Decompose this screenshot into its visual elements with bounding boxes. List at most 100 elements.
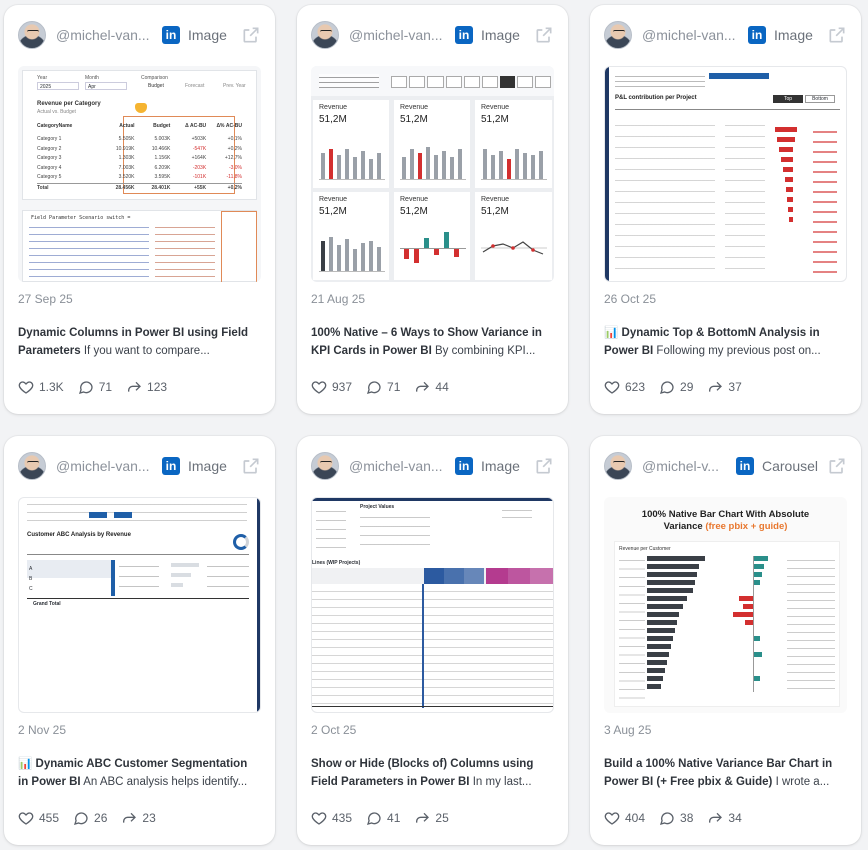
author-handle[interactable]: @michel-van...: [56, 27, 150, 43]
thumb-option-prevyear: Prev. Year: [223, 83, 246, 89]
author-handle[interactable]: @michel-van...: [349, 458, 443, 474]
thumb-r3c0: Category 4: [37, 164, 62, 171]
post-description[interactable]: 📊 Dynamic Top & BottomN Analysis in Powe…: [604, 324, 836, 360]
thumb-r0c1: 5.505K: [118, 136, 135, 142]
thumb-r0c0: Category 1: [37, 136, 62, 142]
like-icon[interactable]: [18, 379, 34, 395]
thumb-year-label: Year: [37, 75, 48, 81]
post-type-label: Image: [188, 27, 227, 43]
post-excerpt: If you want to compare...: [83, 345, 210, 357]
like-icon[interactable]: [18, 810, 34, 826]
thumb-r1c0: Category 2: [37, 145, 62, 152]
linkedin-icon: in: [748, 26, 766, 44]
post-type-label: Image: [481, 27, 520, 43]
post-thumbnail[interactable]: P&L contribution per Project Top Bottom: [604, 66, 847, 282]
top-toggle[interactable]: Top: [773, 95, 803, 103]
thumb-total-1: 28.456K: [115, 184, 135, 191]
post-description[interactable]: 📊 Dynamic ABC Customer Segmentation in P…: [18, 755, 250, 791]
thumb-month-label: Month: [85, 75, 99, 81]
post-card[interactable]: @michel-van... in Image P&L contribution…: [590, 5, 861, 414]
author-handle[interactable]: @michel-van...: [642, 27, 736, 43]
post-title: 100% Native – 6 Ways to Show Variance in…: [311, 327, 542, 357]
share-icon[interactable]: [707, 379, 723, 395]
external-link-icon[interactable]: [827, 456, 847, 476]
post-title: 📊 Dynamic ABC Customer Segmentation in P…: [18, 758, 248, 788]
post-description[interactable]: Build a 100% Native Variance Bar Chart i…: [604, 755, 836, 791]
post-card[interactable]: @michel-van... in Image Customer ABC Ana…: [4, 436, 275, 845]
avatar[interactable]: [18, 21, 46, 49]
likes-count: 455: [39, 811, 60, 825]
post-title: Dynamic Columns in Power BI using Field …: [18, 327, 249, 357]
external-link-icon[interactable]: [827, 25, 847, 45]
post-thumbnail[interactable]: 100% Native Bar Chart With Absolute Vari…: [604, 497, 847, 713]
thumb-r2c4: +12,7%: [224, 155, 242, 161]
share-icon[interactable]: [126, 379, 142, 395]
post-description[interactable]: 100% Native – 6 Ways to Show Variance in…: [311, 324, 543, 360]
thumb-option-budget: Budget: [148, 83, 164, 89]
share-icon[interactable]: [121, 810, 137, 826]
post-thumbnail[interactable]: Project Values Lines (WIP Projects): [311, 497, 554, 713]
comment-icon[interactable]: [659, 379, 675, 395]
abc-grand-total: Grand Total: [33, 601, 61, 607]
post-description[interactable]: Dynamic Columns in Power BI using Field …: [18, 324, 250, 360]
thumb-r4c3: -101K: [192, 174, 207, 180]
post-stats: 455 26 23: [18, 810, 170, 826]
external-link-icon[interactable]: [241, 25, 261, 45]
thumb-r2c0: Category 3: [37, 155, 62, 161]
bottom-toggle[interactable]: Bottom: [805, 95, 835, 103]
kpi-label: Revenue: [400, 104, 429, 111]
comment-icon[interactable]: [366, 810, 382, 826]
avatar[interactable]: [311, 452, 339, 480]
post-thumbnail[interactable]: Customer ABC Analysis by Revenue A B C G…: [18, 497, 261, 713]
comments-count: 26: [94, 811, 108, 825]
external-link-icon[interactable]: [241, 456, 261, 476]
post-thumbnail[interactable]: Year Month Comparison 2025 Apr Budget Fo…: [18, 66, 261, 282]
post-card[interactable]: @michel-v... in Carousel 100% Native Bar…: [590, 436, 861, 845]
shares-count: 23: [142, 811, 156, 825]
comment-icon[interactable]: [73, 810, 89, 826]
thumb-total-2: 28.401K: [151, 184, 171, 191]
likes-count: 623: [625, 380, 646, 394]
linkedin-icon: in: [736, 457, 754, 475]
comment-icon[interactable]: [659, 810, 675, 826]
post-date: 26 Oct 25: [604, 292, 657, 306]
author-handle[interactable]: @michel-van...: [349, 27, 443, 43]
post-card[interactable]: @michel-van... in Image Project Values L…: [297, 436, 568, 845]
comment-icon[interactable]: [366, 379, 382, 395]
share-icon[interactable]: [414, 379, 430, 395]
share-icon[interactable]: [414, 810, 430, 826]
comment-icon[interactable]: [78, 379, 94, 395]
external-link-icon[interactable]: [534, 456, 554, 476]
post-description[interactable]: Show or Hide (Blocks of) Columns using F…: [311, 755, 543, 791]
avatar[interactable]: [311, 21, 339, 49]
like-icon[interactable]: [311, 379, 327, 395]
avatar[interactable]: [18, 452, 46, 480]
post-date: 2 Nov 25: [18, 723, 67, 737]
thumb-r4c0: Category 5: [37, 174, 62, 180]
abc-row-b: B: [29, 576, 33, 582]
author-handle[interactable]: @michel-v...: [642, 458, 719, 474]
post-stats: 623 29 37: [604, 379, 756, 395]
comments-count: 29: [680, 380, 694, 394]
kpi-value: 51,2M: [481, 206, 509, 217]
post-header: @michel-van... in Image: [604, 20, 847, 50]
like-icon[interactable]: [604, 810, 620, 826]
like-icon[interactable]: [311, 810, 327, 826]
post-thumbnail[interactable]: Revenue 51,2M Revenue 51,2M: [311, 66, 554, 282]
external-link-icon[interactable]: [534, 25, 554, 45]
comments-count: 71: [98, 380, 113, 394]
thumb-total-0: Total: [37, 184, 49, 191]
post-card[interactable]: @michel-van... in Image Revenue 51,2M: [297, 5, 568, 414]
post-excerpt: In my last...: [472, 776, 532, 788]
avatar[interactable]: [604, 21, 632, 49]
thumb-col-4: Δ% AC-BU: [216, 123, 242, 129]
kpi-label: Revenue: [481, 104, 510, 111]
author-handle[interactable]: @michel-van...: [56, 458, 150, 474]
kpi-label: Revenue: [481, 196, 510, 203]
avatar[interactable]: [604, 452, 632, 480]
post-stats: 1.3K 71 123: [18, 379, 181, 395]
like-icon[interactable]: [604, 379, 620, 395]
post-card[interactable]: @michel-van... in Image Year Month Compa…: [4, 5, 275, 414]
abc-row-a: A: [29, 566, 33, 572]
share-icon[interactable]: [707, 810, 723, 826]
